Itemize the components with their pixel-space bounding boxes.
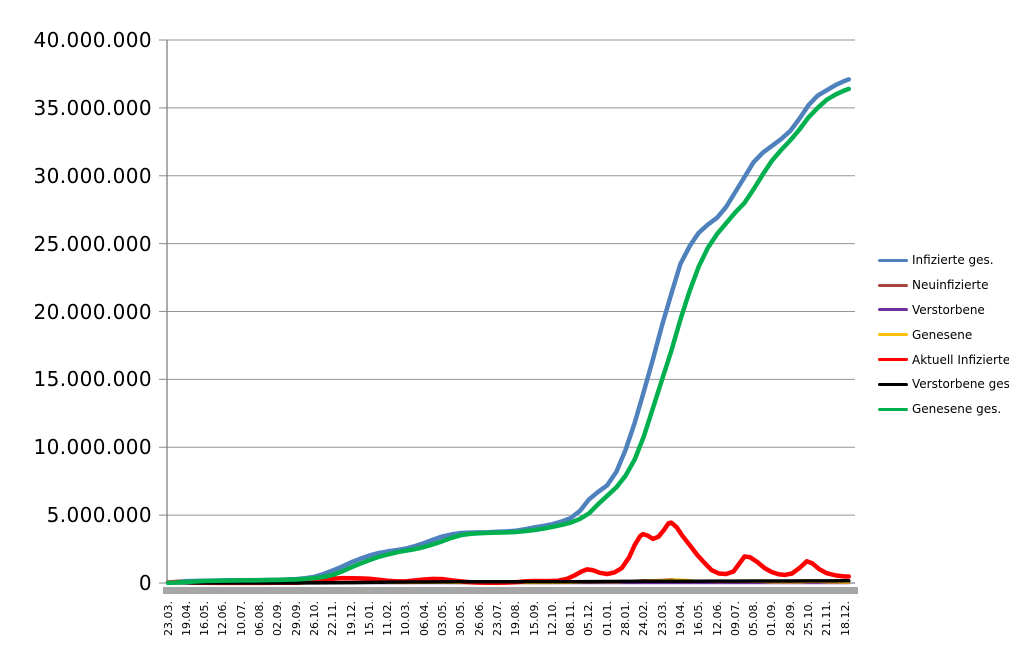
legend-label: Verstorbene <box>912 302 985 317</box>
x-axis-label: 26.06. <box>472 601 486 636</box>
legend-line-swatch <box>878 283 908 287</box>
legend-label: Neuinfizierte <box>912 278 989 293</box>
legend-item: Infizierte ges. <box>878 248 1009 273</box>
legend: Infizierte ges. Neuinfizierte Verstorbene G… <box>878 248 1009 422</box>
x-axis-label: 29.09. <box>289 601 303 636</box>
x-axis-label: 01.01. <box>600 601 614 636</box>
x-axis-label: 12.10. <box>545 601 559 636</box>
legend-line-swatch <box>878 358 908 362</box>
y-axis-label: 40.000.000 <box>33 28 152 52</box>
y-axis-label: 25.000.000 <box>33 231 152 256</box>
legend-label: Genesene ges. <box>912 402 1002 417</box>
x-axis-label: 03.05. <box>436 601 449 636</box>
x-axis-label: 12.06. <box>216 601 230 636</box>
x-axis-label: 12.06. <box>710 601 724 636</box>
y-axis-label: 10.000.000 <box>33 435 152 460</box>
x-axis-label: 06.04. <box>417 601 431 636</box>
y-axis-label: 15.000.000 <box>33 367 152 392</box>
legend-line-swatch <box>878 308 908 312</box>
x-axis-label: 19.08. <box>509 601 523 636</box>
x-axis-label: 02.09. <box>271 601 285 636</box>
x-axis-label: 10.07. <box>234 601 248 636</box>
x-axis-label: 10.03. <box>399 601 413 636</box>
x-axis-label: 28.09. <box>783 601 797 636</box>
x-axis-label: 19.04. <box>179 601 193 636</box>
legend-item: Verstorbene <box>878 298 1009 323</box>
y-axis-label: 0 <box>138 571 152 595</box>
x-axis-label: 19.12. <box>344 601 358 636</box>
x-axis-label: 19.04. <box>673 601 687 636</box>
legend-label: Aktuell Infizierte <box>912 352 1009 367</box>
series-line-verstorbene-ges <box>166 579 851 585</box>
x-axis-label: 16.05. <box>198 601 212 636</box>
axis-shadow <box>163 587 858 594</box>
x-axis-label: 08.11. <box>564 601 578 636</box>
x-axis-label: 16.05. <box>692 601 706 636</box>
series-line-genesene-ges <box>165 86 852 586</box>
legend-item: Verstorbene ges. <box>878 372 1009 397</box>
x-axis-label: 28.01. <box>619 601 632 636</box>
x-axis-label: 18.12. <box>838 601 852 636</box>
x-axis-label: 26.10. <box>307 601 321 636</box>
legend-line-swatch <box>878 407 908 411</box>
legend-line-swatch <box>878 258 908 262</box>
legend-label: Genesene <box>912 327 973 342</box>
legend-line-swatch <box>878 333 908 337</box>
x-axis-label: 11.02. <box>381 601 395 636</box>
x-axis-label: 23.07. <box>490 601 504 636</box>
x-axis-label: 30.05. <box>454 601 468 636</box>
x-axis-label: 05.08. <box>747 601 761 636</box>
series-line-infizierte-ges <box>165 77 852 585</box>
legend-label: Verstorbene ges. <box>912 377 1009 392</box>
legend-item: Neuinfizierte <box>878 273 1009 298</box>
x-axis-label: 23.03. <box>655 601 669 636</box>
legend-line-swatch <box>878 382 908 386</box>
legend-item: Genesene ges. <box>878 397 1009 422</box>
series-line-aktuell-infizierte <box>165 520 852 586</box>
x-axis-label: 25.10. <box>802 601 815 636</box>
y-axis-label: 20.000.000 <box>33 299 152 324</box>
x-axis-label: 06.08. <box>253 601 266 636</box>
legend-item: Genesene <box>878 322 1009 347</box>
y-axis-label: 30.000.000 <box>33 163 152 188</box>
x-axis-label: 09.07. <box>728 601 742 636</box>
x-axis-label: 15.09. <box>527 601 541 636</box>
legend-label: Infizierte ges. <box>912 253 994 268</box>
x-axis-label: 21.11. <box>820 601 834 636</box>
x-axis-label: 23.03. <box>161 601 175 636</box>
y-axis-label: 35.000.000 <box>33 95 152 120</box>
y-axis-label: 5.000.000 <box>46 503 152 528</box>
x-axis-label: 24.02. <box>637 601 651 636</box>
x-axis-label: 01.09. <box>765 601 779 636</box>
legend-item: Aktuell Infizierte <box>878 347 1009 372</box>
x-axis-label: 22.11. <box>326 601 340 636</box>
x-axis-label: 05.12. <box>582 601 596 636</box>
x-axis-label: 15.01. <box>362 601 376 636</box>
